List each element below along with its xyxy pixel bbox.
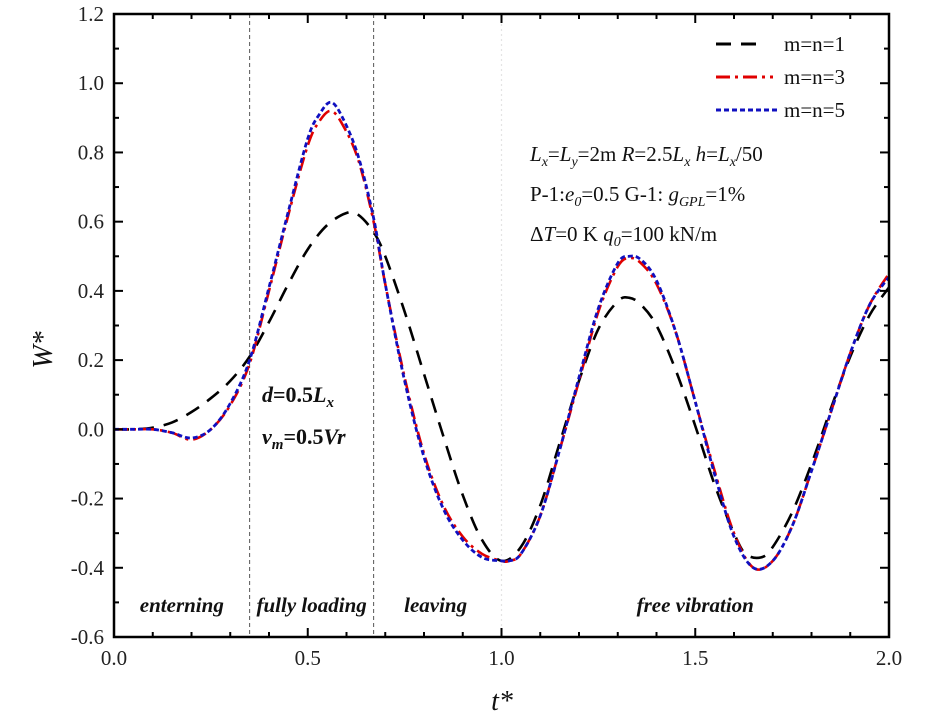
y-axis-title: W* (28, 331, 59, 368)
legend-label-m1: m=n=1 (784, 32, 845, 56)
legend-label-m5: m=n=5 (784, 98, 845, 122)
series-lines (113, 100, 891, 571)
region-label: fully loading (256, 593, 366, 617)
region-label: enterning (140, 593, 224, 617)
x-tick-label: 1.0 (488, 646, 514, 670)
y-tick-label: -0.6 (71, 625, 104, 649)
series-line-m-n-1 (113, 210, 891, 563)
params-line-3: ΔT=0 K q0=100 kN/m (530, 222, 717, 250)
series-line-m-n-5 (114, 100, 891, 571)
y-tick-label: -0.4 (71, 556, 105, 580)
tick-labels: 0.0 0.5 1.0 1.5 2.0 -0.6 -0.4 -0.2 0.0 0.2 0.4 0.6 0… (71, 2, 902, 670)
region-labels: enterning fully loading leaving free vibrat… (140, 593, 754, 617)
y-tick-label: 0.8 (78, 140, 104, 164)
region-label: leaving (404, 593, 467, 617)
y-tick-label: 1.0 (78, 71, 104, 95)
params-line-2: P-1:e0=0.5 G-1: gGPL=1% (530, 182, 745, 210)
parameter-annotation: Lx=Ly=2m R=2.5Lx h=Lx/50 P-1:e0=0.5 G-1:… (529, 142, 763, 250)
y-tick-label: -0.2 (71, 487, 104, 511)
x-tick-label: 0.5 (295, 646, 321, 670)
x-tick-label: 1.5 (682, 646, 708, 670)
load-vm: vm=0.5Vr (262, 424, 346, 453)
y-tick-label: 0.0 (78, 417, 104, 441)
region-label: free vibration (637, 593, 754, 617)
legend: m=n=1 m=n=3 m=n=5 (716, 32, 845, 122)
region-markers (249, 14, 503, 637)
load-d: d=0.5Lx (262, 382, 335, 411)
y-tick-label: 0.4 (78, 279, 105, 303)
x-axis-title: t* (491, 686, 513, 717)
params-line-1: Lx=Ly=2m R=2.5Lx h=Lx/50 (529, 142, 763, 170)
x-tick-label: 0.0 (101, 646, 127, 670)
load-annotation: d=0.5Lx vm=0.5Vr (262, 382, 346, 453)
y-tick-label: 1.2 (78, 2, 104, 26)
axis-ticks (113, 13, 890, 638)
x-tick-label: 2.0 (876, 646, 902, 670)
y-tick-label: 0.6 (78, 210, 104, 234)
legend-label-m3: m=n=3 (784, 65, 845, 89)
y-tick-label: 0.2 (78, 348, 104, 372)
